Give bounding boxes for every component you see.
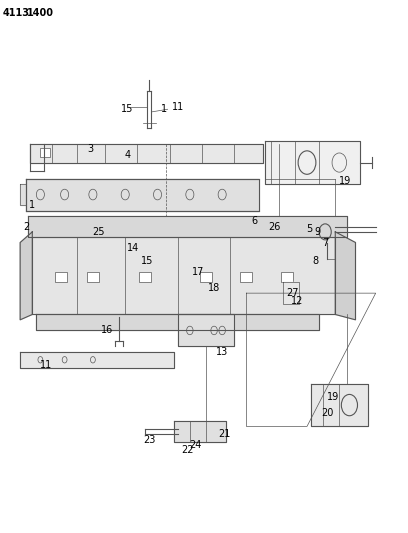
Bar [87,272,99,282]
Text: 1: 1 [29,200,35,210]
Text: 27: 27 [286,288,299,298]
Polygon shape [30,144,263,163]
Text: 8: 8 [312,256,318,266]
Polygon shape [32,237,335,314]
Text: 11: 11 [40,360,53,370]
Text: 19: 19 [339,176,352,186]
Text: 11: 11 [172,102,184,111]
Text: 3: 3 [88,144,94,154]
Text: 1: 1 [160,104,166,114]
Text: 20: 20 [321,408,333,418]
Text: 2: 2 [23,222,29,231]
Text: 23: 23 [143,435,155,445]
Text: 5: 5 [306,224,312,234]
Text: 26: 26 [268,222,281,231]
Text: 4113: 4113 [2,9,30,18]
Bar [140,272,151,282]
Polygon shape [311,384,368,426]
Text: 21: 21 [218,430,231,439]
Text: 7: 7 [322,238,328,247]
Text: 22: 22 [182,446,194,455]
Text: 4: 4 [124,150,130,159]
Polygon shape [36,314,319,330]
Bar [40,148,51,157]
Polygon shape [20,184,26,205]
Polygon shape [283,282,299,304]
Text: 19: 19 [327,392,339,402]
Text: 14: 14 [127,243,140,253]
Polygon shape [20,352,174,368]
Text: 13: 13 [216,347,228,357]
Polygon shape [178,314,234,346]
Polygon shape [264,141,359,184]
Text: 9: 9 [314,227,320,237]
Text: 18: 18 [208,283,220,293]
Polygon shape [20,232,32,320]
Bar [281,272,293,282]
Bar [55,272,67,282]
Polygon shape [28,216,347,237]
Text: 24: 24 [190,440,202,450]
Text: 17: 17 [192,267,204,277]
Polygon shape [174,421,226,442]
Polygon shape [26,179,259,211]
Bar [200,272,212,282]
Text: 6: 6 [251,216,257,226]
Polygon shape [335,232,355,320]
Text: 16: 16 [101,326,113,335]
Bar [240,272,253,282]
Text: 12: 12 [291,296,303,306]
Text: 15: 15 [121,104,133,114]
Text: 1400: 1400 [27,9,54,18]
Text: 25: 25 [93,227,105,237]
Text: 15: 15 [141,256,154,266]
